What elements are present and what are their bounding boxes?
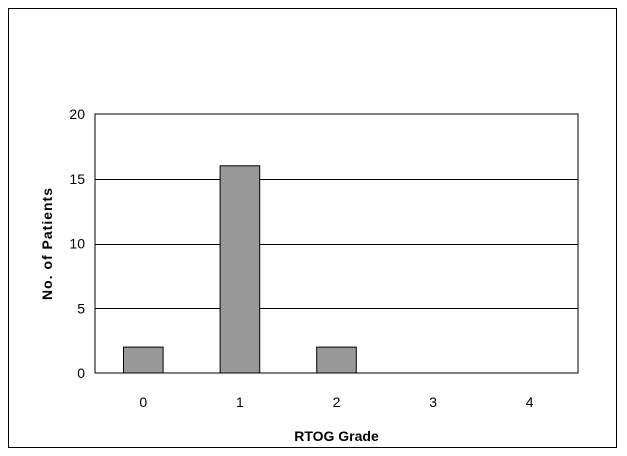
y-axis-title: No. of Patients	[39, 187, 55, 300]
x-tick-label: 4	[526, 394, 534, 410]
x-tick-label: 1	[236, 394, 244, 410]
tick-labels: 0 5 10 15 20 0 1 2 3 4	[69, 106, 533, 410]
y-tick-label: 10	[69, 236, 85, 252]
bar-grade-2	[316, 346, 357, 374]
x-axis-title: RTOG Grade	[294, 428, 379, 444]
x-tick-label: 3	[429, 394, 437, 410]
bars	[123, 165, 357, 374]
y-tick-label: 5	[77, 300, 85, 316]
bar-grade-0	[123, 346, 164, 374]
gridlines	[95, 179, 578, 309]
y-tick-label: 15	[69, 171, 85, 187]
plot-area	[94, 113, 579, 374]
chart-frame	[8, 8, 617, 448]
x-tick-label: 0	[139, 394, 147, 410]
y-tick-label: 20	[69, 106, 85, 122]
bar-grade-1	[219, 165, 261, 374]
y-tick-label: 0	[77, 365, 85, 381]
x-tick-label: 2	[333, 394, 341, 410]
